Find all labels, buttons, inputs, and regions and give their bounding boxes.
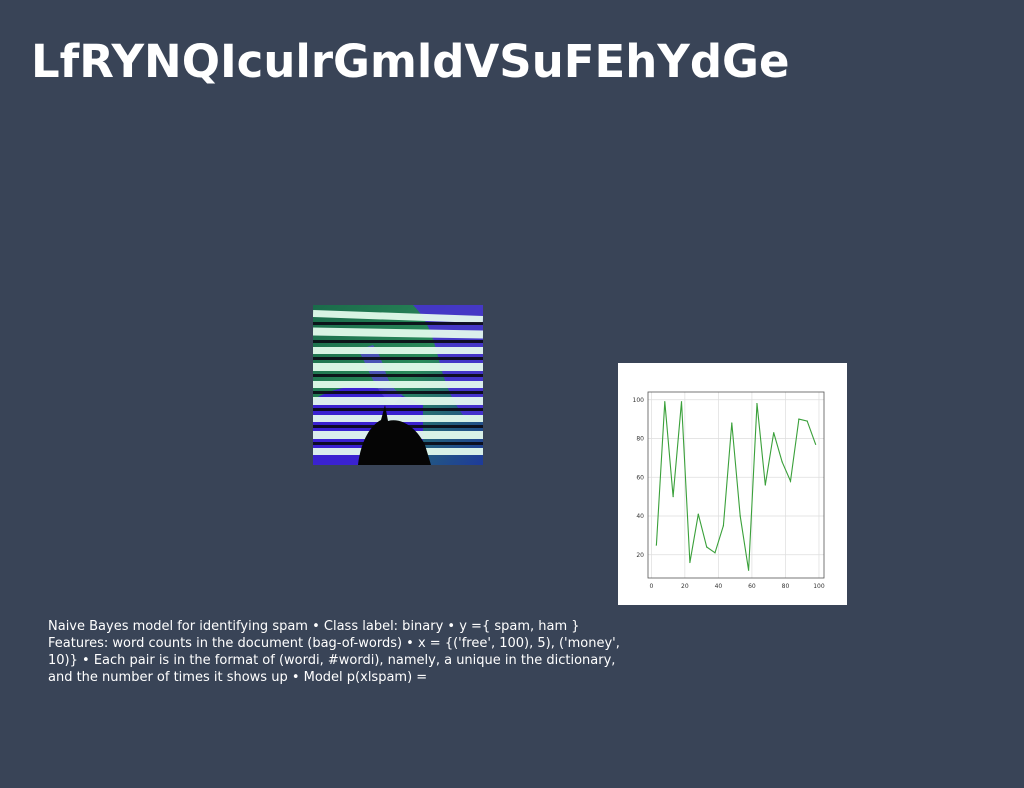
data-point bbox=[747, 569, 750, 571]
data-point bbox=[773, 432, 775, 434]
x-tick-label: 100 bbox=[813, 583, 825, 590]
line-chart-card: 0 20 40 60 80 100 20 40 60 80 100 bbox=[618, 363, 847, 605]
data-point bbox=[756, 403, 758, 405]
data-point bbox=[655, 544, 657, 546]
data-point bbox=[731, 422, 733, 424]
data-point bbox=[697, 513, 699, 515]
data-point bbox=[706, 546, 708, 548]
data-point bbox=[689, 561, 691, 564]
y-tick-label: 40 bbox=[636, 513, 644, 520]
data-point bbox=[789, 480, 792, 482]
y-tick-label: 20 bbox=[636, 552, 644, 559]
x-tick-label: 0 bbox=[649, 583, 653, 590]
data-point bbox=[815, 443, 817, 445]
data-point bbox=[781, 461, 783, 463]
line-chart: 0 20 40 60 80 100 20 40 60 80 100 bbox=[633, 391, 825, 590]
data-point bbox=[764, 484, 766, 486]
x-tick-label: 40 bbox=[715, 583, 723, 590]
x-tick-label: 80 bbox=[782, 583, 790, 590]
y-tick-label: 100 bbox=[633, 397, 645, 404]
abstract-photo bbox=[313, 305, 483, 465]
x-tick-label: 20 bbox=[681, 583, 689, 590]
data-point bbox=[714, 552, 716, 554]
data-point bbox=[680, 401, 683, 403]
data-point bbox=[739, 515, 741, 517]
data-point bbox=[806, 420, 808, 422]
slide-title: LfRYNQIculrGmldVSuFEhYdGe bbox=[31, 35, 790, 88]
body-text: Naive Bayes model for identifying spam •… bbox=[48, 619, 620, 685]
data-point bbox=[798, 418, 800, 420]
data-point bbox=[722, 525, 725, 527]
y-tick-label: 60 bbox=[636, 474, 644, 481]
x-tick-label: 60 bbox=[748, 583, 756, 590]
data-point bbox=[664, 401, 666, 403]
plot-frame bbox=[647, 391, 825, 579]
y-tick-label: 80 bbox=[636, 436, 644, 443]
series-line bbox=[655, 401, 817, 571]
data-point bbox=[672, 496, 674, 498]
